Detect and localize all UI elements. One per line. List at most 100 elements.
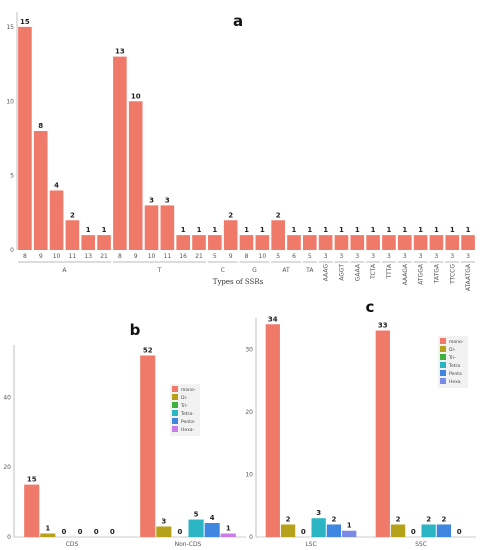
panel-c-bar xyxy=(326,524,342,537)
panel-b-data-label: 3 xyxy=(161,518,166,526)
panel-a-data-label: 1 xyxy=(197,226,202,234)
panel-a-data-label: 1 xyxy=(339,226,344,234)
panel-a-bar xyxy=(429,235,444,250)
panel-a-bar xyxy=(176,235,190,250)
panel-a-x-tick-label: 10 xyxy=(53,253,61,260)
panel-b-letter: b xyxy=(130,321,141,339)
panel-a-group-label: T xyxy=(157,267,162,274)
panel-a-x-tick-label: 8 xyxy=(118,253,122,260)
panel-a-group-label: AAAGA xyxy=(402,263,409,285)
panel-a-x-tick-label: 5 xyxy=(213,253,217,260)
panel-c-legend-swatch xyxy=(440,362,446,368)
panel-b-bar xyxy=(156,526,172,537)
panel-a-bar xyxy=(208,235,222,250)
panel-a-data-label: 1 xyxy=(181,226,186,234)
panel-b-bar xyxy=(24,484,40,537)
panel-a-bar xyxy=(334,235,349,250)
panel-a-x-tick-label: 6 xyxy=(292,253,296,260)
panel-a-data-label: 1 xyxy=(212,226,217,234)
panel-b-data-label: 0 xyxy=(78,528,83,536)
panel-c-bar xyxy=(436,524,452,537)
panel-a-data-label: 13 xyxy=(115,48,125,56)
panel-a-x-tick-label: 8 xyxy=(245,253,249,260)
panel-b-bar xyxy=(220,533,236,537)
panel-c-legend-label: Penta xyxy=(449,371,462,377)
panel-b-data-label: 0 xyxy=(62,528,67,536)
panel-c-data-label: 0 xyxy=(301,528,306,536)
panel-a-y-tick-label: 15 xyxy=(6,24,14,31)
panel-a-data-label: 3 xyxy=(149,196,154,204)
panel-a-data-label: 15 xyxy=(20,18,30,26)
panel-a-bar xyxy=(413,235,428,250)
panel-b-y-tick-label: 0 xyxy=(7,534,11,541)
panel-a-data-label: 1 xyxy=(355,226,360,234)
panel-b-legend-swatch xyxy=(172,402,178,408)
panel-b-legend-swatch xyxy=(172,394,178,400)
panel-c-x-tick-label: SSC xyxy=(415,541,427,548)
panel-a-x-tick-label: 3 xyxy=(355,253,359,260)
panel-c-legend-swatch xyxy=(440,346,446,352)
panel-c-data-label: 2 xyxy=(286,515,291,523)
panel-a-data-label: 1 xyxy=(323,226,328,234)
panel-a-bar xyxy=(366,235,380,250)
panel-c-bar xyxy=(375,330,390,537)
panel-a-x-tick-label: 13 xyxy=(84,253,92,260)
panel-a-bar xyxy=(97,235,111,250)
panel-b-data-label: 4 xyxy=(210,514,215,522)
panel-c-data-label: 2 xyxy=(441,515,446,523)
panel-c-letter: c xyxy=(366,298,375,316)
panel-a-group-label: AAAG xyxy=(323,264,330,282)
panel-b-legend: mono- Di- Tri- Tetra- Penta- Hexa- xyxy=(170,384,200,436)
panel-c-y-tick-label: 10 xyxy=(245,471,253,478)
panel-a-x-tick-label: 11 xyxy=(69,253,77,260)
panel-c-data-label: 3 xyxy=(316,509,321,517)
panel-a-data-label: 1 xyxy=(434,226,439,234)
panel-a-group-label: ATGGA xyxy=(418,263,425,285)
panel-a-bar xyxy=(144,205,159,250)
panel-a-y-tick-label: 0 xyxy=(10,247,14,254)
panel-b-bar xyxy=(204,523,220,537)
panel-c-bar xyxy=(390,524,406,537)
panel-a-bar xyxy=(160,205,175,250)
panel-a-x-tick-label: 11 xyxy=(164,253,172,260)
panel-a: 05101515889410211113121A1381093103111161… xyxy=(6,12,476,291)
panel-c-legend-label: Tetra xyxy=(448,363,460,369)
panel-c-legend-label: Hexa xyxy=(449,379,461,385)
panel-c-x-tick-label: LSC xyxy=(305,541,316,548)
panel-a-group-label: AT xyxy=(282,267,290,274)
panel-b-legend-label: Penta- xyxy=(181,419,196,425)
panel-b-bar xyxy=(40,533,56,537)
panel-c-bar xyxy=(280,524,296,537)
panel-a-data-label: 4 xyxy=(54,182,59,190)
panel-c-bar xyxy=(311,518,326,537)
panel-a-group-label: GAAA xyxy=(354,263,361,281)
panel-b-y-tick-label: 40 xyxy=(3,394,11,401)
panel-b-legend-swatch xyxy=(172,426,178,432)
panel-a-x-tick-label: 21 xyxy=(195,253,203,260)
panel-c-data-label: 2 xyxy=(396,515,401,523)
panel-a-data-label: 1 xyxy=(387,226,392,234)
panel-a-bar xyxy=(303,235,317,250)
panel-b-legend-swatch xyxy=(172,410,178,416)
panel-c-y-tick-label: 20 xyxy=(245,409,253,416)
panel-a-x-tick-label: 3 xyxy=(324,253,328,260)
panel-a-bar xyxy=(81,235,96,250)
panel-c-data-label: 1 xyxy=(347,522,352,530)
panel-a-group-label: TTTA xyxy=(386,263,393,279)
panel-a-x-tick-label: 3 xyxy=(419,253,423,260)
panel-a-data-label: 2 xyxy=(228,211,233,219)
panel-a-data-label: 3 xyxy=(165,196,170,204)
panel-b-bar xyxy=(188,519,204,537)
panel-a-x-tick-label: 21 xyxy=(100,253,108,260)
panel-a-bar xyxy=(350,235,365,250)
panel-a-bar xyxy=(49,190,64,250)
panel-b-y-tick-label: 20 xyxy=(3,464,11,471)
panel-a-group-label: TCTA xyxy=(370,263,377,280)
panel-a-x-tick-label: 9 xyxy=(39,253,43,260)
panel-b-data-label: 1 xyxy=(226,525,231,533)
panel-c-data-label: 2 xyxy=(426,515,431,523)
panel-b-legend-label: Hexa- xyxy=(181,427,194,433)
panel-a-bar xyxy=(33,131,48,250)
panel-a-data-label: 2 xyxy=(70,211,75,219)
